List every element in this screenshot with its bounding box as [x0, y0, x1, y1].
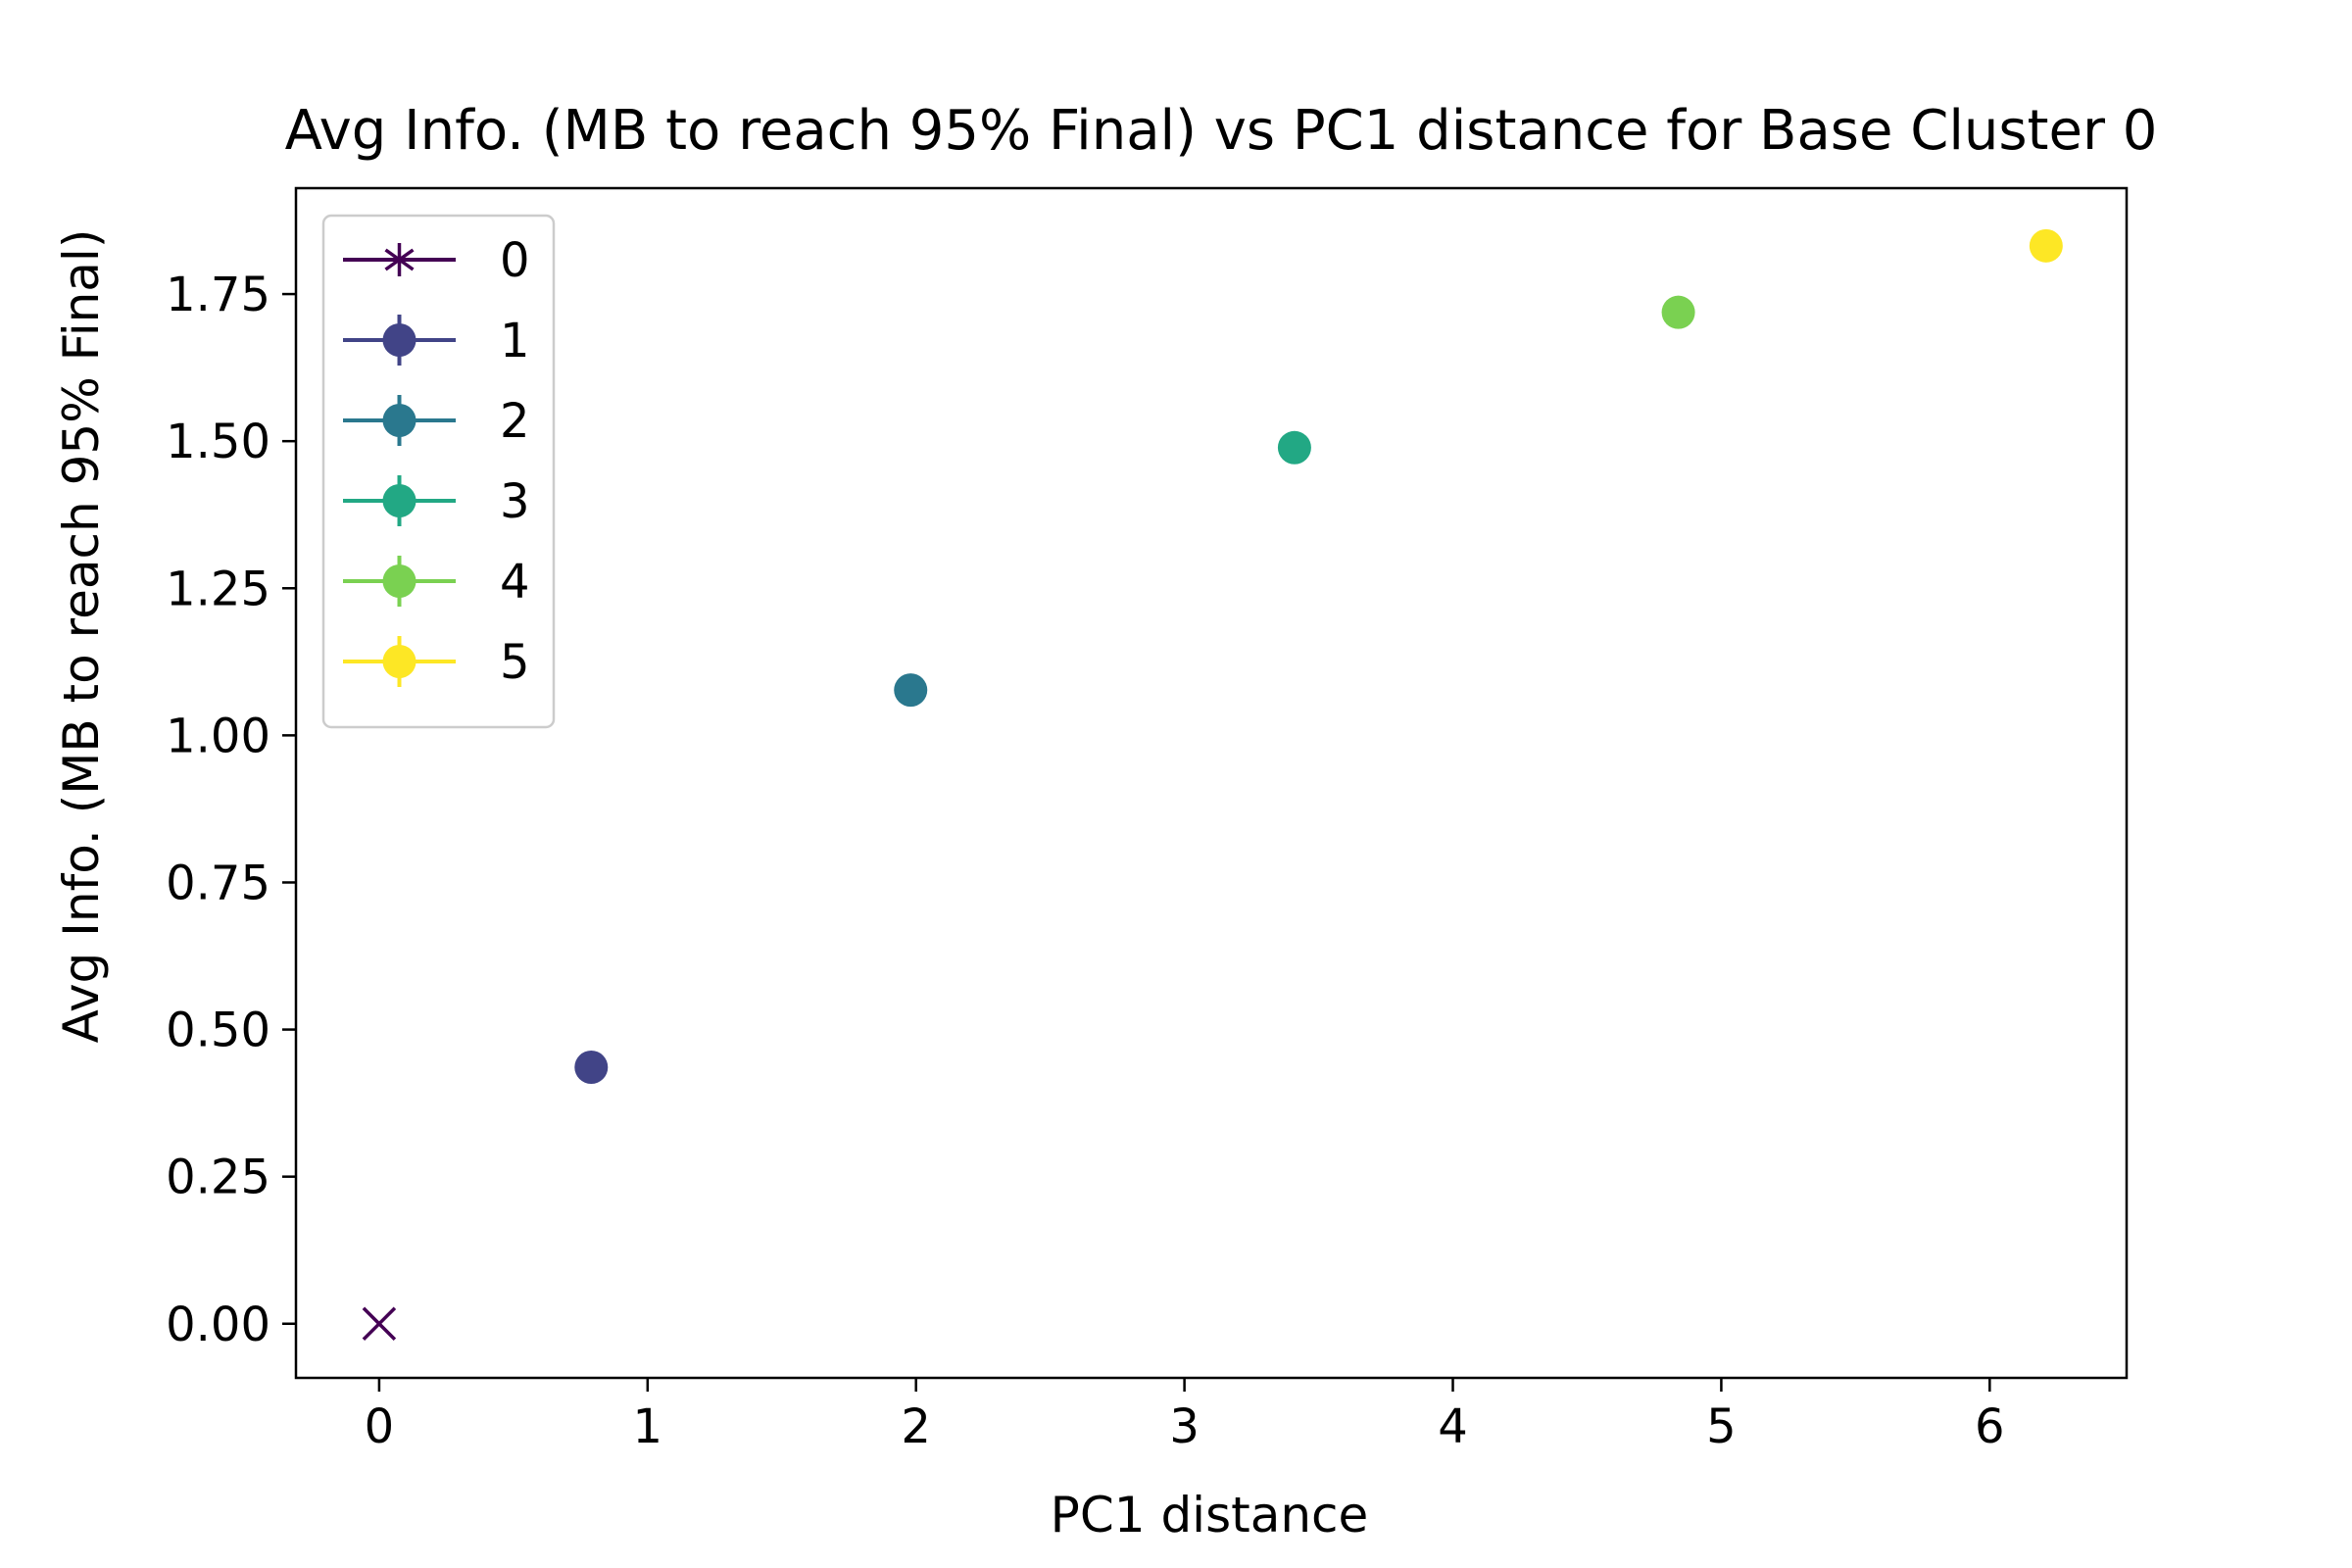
x-tick-label: 4	[1438, 1399, 1468, 1454]
data-point-series-4	[1661, 295, 1695, 329]
plot-frame	[294, 186, 2129, 1380]
legend-marker	[382, 323, 416, 357]
legend-star-stroke	[384, 248, 415, 271]
data-points	[362, 228, 2063, 1342]
legend-label: 3	[500, 474, 530, 529]
x-axis: 0 1 2 3 4 5 6	[365, 1378, 2005, 1454]
legend-marker	[382, 564, 416, 598]
legend-entry-3: 3	[343, 474, 530, 529]
x-axis-label: PC1 distance	[1051, 1487, 1369, 1544]
legend-entry-5: 5	[343, 635, 530, 690]
data-point-series-0	[362, 1306, 397, 1342]
legend-entry-1: 1	[343, 314, 530, 368]
plot-area	[294, 186, 2129, 1380]
y-axis: 0.00 0.25 0.50 0.75 1.00 1.25 1.50 1.75	[166, 268, 296, 1352]
x-marker-stroke	[362, 1306, 397, 1342]
legend-entry-2: 2	[343, 394, 530, 449]
legend-label: 5	[500, 635, 530, 690]
x-tick-label: 1	[633, 1399, 663, 1454]
data-point-series-1	[574, 1050, 609, 1084]
legend-label: 4	[500, 555, 530, 610]
legend-label: 1	[500, 314, 530, 368]
y-tick-label: 1.75	[166, 268, 270, 322]
x-tick-label: 5	[1706, 1399, 1737, 1454]
y-tick-label: 1.50	[166, 415, 270, 469]
legend: 0 1 2 3 4 5	[321, 214, 556, 729]
y-tick-label: 1.00	[166, 709, 270, 763]
legend-marker	[382, 645, 416, 678]
legend-label: 0	[500, 233, 530, 288]
legend-marker	[382, 404, 416, 437]
legend-entry-4: 4	[343, 555, 530, 610]
y-tick-label: 0.25	[166, 1151, 270, 1205]
x-tick-label: 6	[1975, 1399, 2005, 1454]
legend-box	[321, 214, 556, 729]
x-tick-label: 0	[365, 1399, 395, 1454]
legend-marker	[382, 484, 416, 517]
legend-label: 2	[500, 394, 530, 449]
y-tick-label: 1.25	[166, 562, 270, 616]
y-tick-label: 0.50	[166, 1004, 270, 1058]
x-tick-label: 3	[1169, 1399, 1200, 1454]
legend-entry-0: 0	[343, 233, 530, 288]
data-point-series-5	[2029, 228, 2063, 263]
y-axis-label: Avg Info. (MB to reach 95% Final)	[53, 229, 110, 1044]
y-tick-label: 0.75	[166, 856, 270, 910]
data-point-series-2	[894, 673, 928, 708]
chart-title: Avg Info. (MB to reach 95% Final) vs PC1…	[285, 99, 2158, 163]
x-tick-label: 2	[901, 1399, 931, 1454]
data-point-series-3	[1277, 430, 1311, 465]
y-tick-label: 0.00	[166, 1298, 270, 1352]
